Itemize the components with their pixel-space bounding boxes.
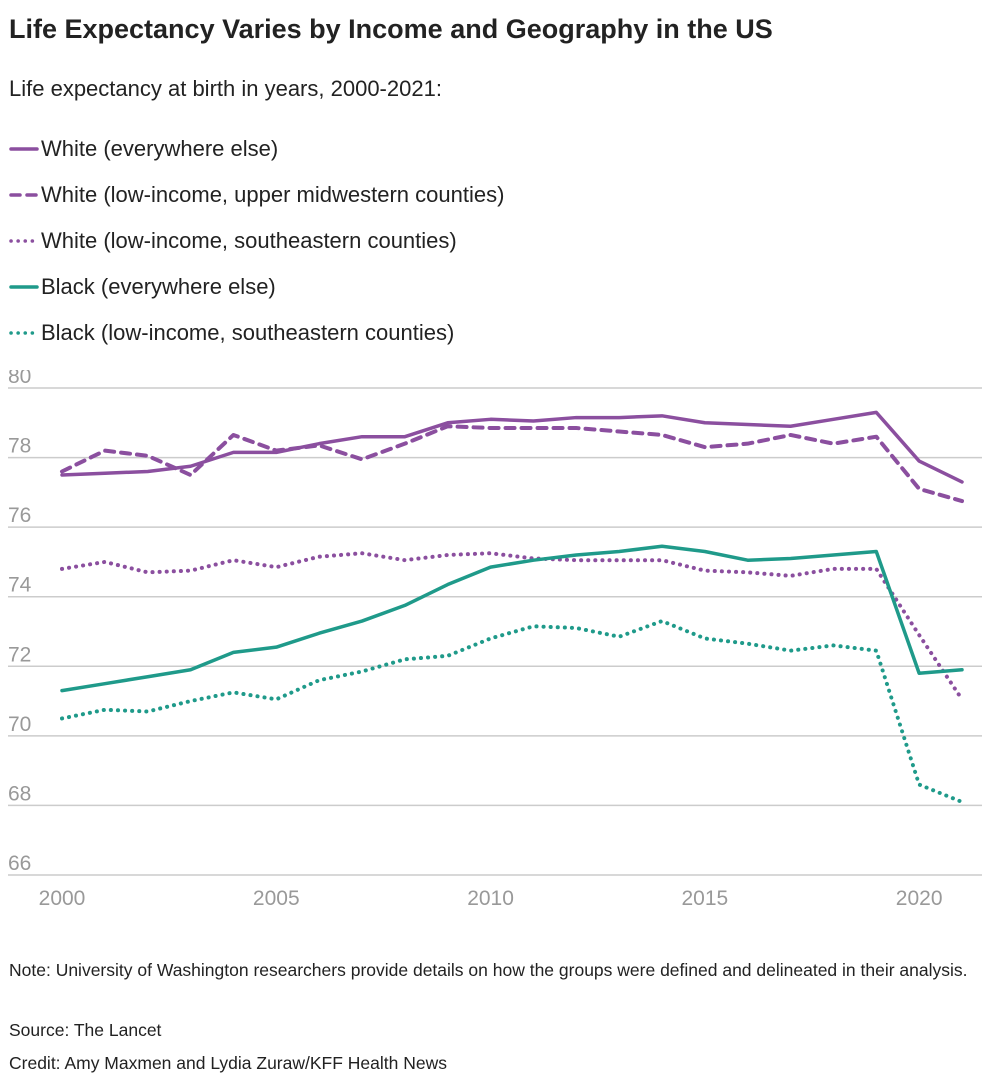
note-text: Note: University of Washington researche… bbox=[9, 960, 968, 980]
legend-swatch bbox=[9, 285, 39, 289]
legend-label: Black (low-income, southeastern counties… bbox=[41, 320, 455, 345]
credit-text: Credit: Amy Maxmen and Lydia Zuraw/KFF H… bbox=[9, 1053, 447, 1073]
x-tick-label: 2000 bbox=[39, 887, 86, 910]
source-text: Source: The Lancet bbox=[9, 1020, 162, 1040]
series-line bbox=[60, 424, 964, 504]
legend-label: White (everywhere else) bbox=[41, 136, 279, 161]
x-tick-label: 2020 bbox=[896, 887, 943, 910]
legend-label: White (low-income, southeastern counties… bbox=[41, 228, 457, 253]
series-line bbox=[60, 619, 964, 804]
legend: White (everywhere else) White (low-income… bbox=[9, 126, 504, 356]
y-tick-label: 70 bbox=[8, 713, 31, 736]
legend-swatch bbox=[9, 147, 39, 151]
legend-item: White (everywhere else) bbox=[9, 126, 504, 172]
series-line bbox=[60, 544, 964, 693]
y-tick-label: 72 bbox=[8, 643, 31, 666]
series-line bbox=[60, 551, 964, 702]
x-tick-label: 2010 bbox=[467, 887, 514, 910]
chart-subtitle: Life expectancy at birth in years, 2000-… bbox=[9, 76, 442, 101]
legend-label: White (low-income, upper midwestern coun… bbox=[41, 182, 505, 207]
y-tick-label: 78 bbox=[8, 435, 31, 458]
y-tick-label: 68 bbox=[8, 782, 31, 805]
y-tick-label: 74 bbox=[8, 574, 32, 597]
legend-swatch bbox=[9, 239, 39, 243]
legend-label: Black (everywhere else) bbox=[41, 274, 276, 299]
y-tick-label: 80 bbox=[8, 370, 31, 388]
x-tick-label: 2005 bbox=[253, 887, 300, 910]
chart-title: Life Expectancy Varies by Income and Geo… bbox=[9, 14, 773, 44]
legend-item: White (low-income, southeastern counties… bbox=[9, 218, 504, 264]
legend-item: Black (everywhere else) bbox=[9, 264, 504, 310]
legend-swatch bbox=[9, 331, 39, 335]
x-tick-label: 2015 bbox=[681, 887, 728, 910]
y-tick-label: 66 bbox=[8, 852, 31, 875]
legend-item: Black (low-income, southeastern counties… bbox=[9, 310, 504, 356]
plot-area: 66 68 70 72 74 76 78 80 2000 2005 2010 2015 2020 bbox=[8, 370, 982, 910]
legend-swatch bbox=[9, 193, 39, 197]
legend-item: White (low-income, upper midwestern coun… bbox=[9, 172, 504, 218]
y-tick-label: 76 bbox=[8, 504, 31, 527]
series-line bbox=[60, 410, 964, 484]
